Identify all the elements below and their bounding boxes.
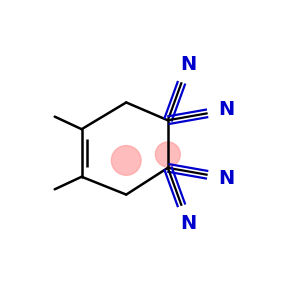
Text: N: N	[180, 55, 196, 74]
Text: N: N	[218, 169, 235, 188]
Text: N: N	[180, 214, 196, 233]
Circle shape	[111, 146, 141, 175]
Circle shape	[155, 142, 180, 167]
Text: N: N	[218, 100, 235, 119]
